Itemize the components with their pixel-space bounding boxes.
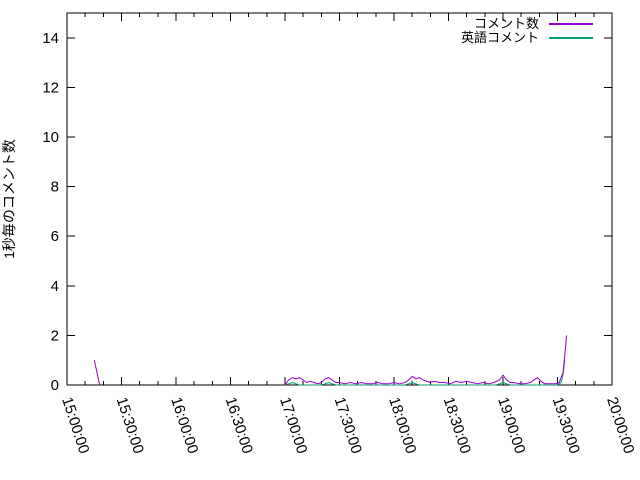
- chart-legend: コメント数 英語コメント: [461, 17, 593, 44]
- legend-row-english-comments: 英語コメント: [461, 31, 593, 44]
- svg-text:12: 12: [42, 79, 59, 96]
- svg-text:18:30:00: 18:30:00: [440, 395, 474, 456]
- svg-text:0: 0: [51, 377, 59, 394]
- legend-line-sample-comments: [549, 22, 593, 25]
- svg-text:8: 8: [51, 179, 59, 196]
- svg-text:1秒毎のコメント数: 1秒毎のコメント数: [1, 139, 17, 259]
- svg-text:15:30:00: 15:30:00: [113, 395, 147, 456]
- svg-text:16:00:00: 16:00:00: [167, 395, 201, 456]
- svg-text:4: 4: [51, 278, 59, 295]
- legend-row-comments: コメント数: [461, 17, 593, 30]
- legend-label-english-comments: 英語コメント: [460, 30, 539, 45]
- svg-text:14: 14: [42, 30, 59, 47]
- svg-text:18:00:00: 18:00:00: [385, 395, 419, 456]
- svg-text:6: 6: [51, 228, 59, 245]
- svg-text:20:00:00: 20:00:00: [603, 395, 637, 456]
- legend-line-sample-english-comments: [549, 36, 593, 39]
- svg-text:19:30:00: 19:30:00: [549, 395, 583, 456]
- svg-text:10: 10: [42, 129, 59, 146]
- svg-text:17:00:00: 17:00:00: [276, 395, 310, 456]
- svg-text:15:00:00: 15:00:00: [58, 395, 92, 456]
- svg-text:2: 2: [51, 327, 59, 344]
- svg-text:16:30:00: 16:30:00: [222, 395, 256, 456]
- svg-text:17:30:00: 17:30:00: [331, 395, 365, 456]
- svg-text:19:00:00: 19:00:00: [494, 395, 528, 456]
- legend-label-comments: コメント数: [473, 16, 539, 31]
